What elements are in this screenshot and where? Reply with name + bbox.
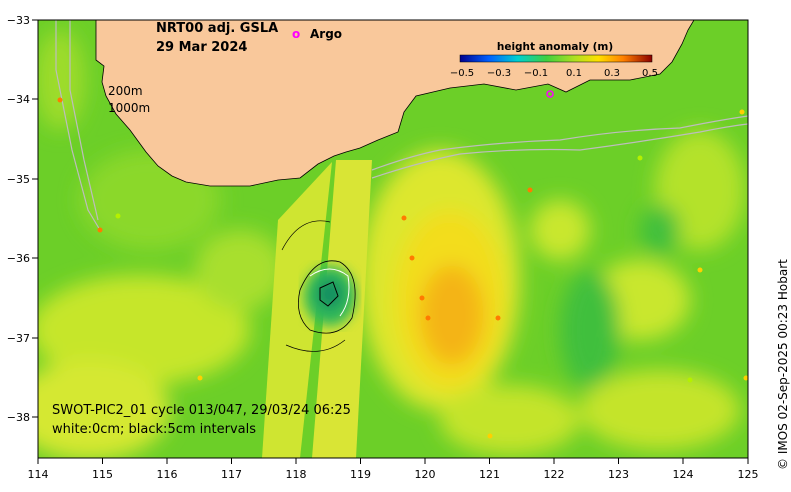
colorbar: height anomaly (m) −0.5 −0.3 −0.1 0.1 0.… <box>450 41 658 79</box>
x-tick-label: 119 <box>350 468 371 481</box>
colorbar-tick: −0.1 <box>524 68 548 79</box>
x-tick-label: 122 <box>544 468 565 481</box>
y-tick-label: −38 <box>7 411 30 424</box>
x-axis <box>37 458 749 464</box>
isobath-label-1000m: 1000m <box>108 101 150 115</box>
isobath-200m <box>55 20 101 231</box>
y-tick-label: −36 <box>7 252 30 265</box>
swot-caption-line2: white:0cm; black:5cm intervals <box>52 422 256 437</box>
x-tick-label: 115 <box>92 468 113 481</box>
y-tick-label: −33 <box>7 14 30 27</box>
swot-swath <box>262 160 372 458</box>
map-date: 29 Mar 2024 <box>156 40 247 55</box>
x-tick-label: 121 <box>479 468 500 481</box>
x-tick-label: 117 <box>221 468 242 481</box>
colorbar-tick: 0.1 <box>566 68 582 79</box>
anomaly-field <box>38 30 745 458</box>
y-tick-label: −34 <box>7 93 30 106</box>
x-tick-label: 114 <box>28 468 49 481</box>
x-tick-label: 118 <box>286 468 307 481</box>
argo-floats <box>57 90 748 439</box>
map-title: NRT00 adj. GSLA <box>156 21 278 36</box>
x-tick-label: 116 <box>157 468 178 481</box>
isobath-label-200m: 200m <box>108 84 143 98</box>
colorbar-tick: −0.3 <box>487 68 511 79</box>
colorbar-tick: −0.5 <box>450 68 474 79</box>
colorbar-tick: 0.5 <box>642 68 658 79</box>
x-tick-label: 125 <box>738 468 759 481</box>
imos-credit: © IMOS 02-Sep-2025 00:23 Hobart <box>776 259 790 470</box>
argo-legend-symbol: o <box>292 27 300 41</box>
x-tick-label: 123 <box>608 468 629 481</box>
y-tick-label: −35 <box>7 173 30 186</box>
isobath-1000m <box>69 20 99 221</box>
y-axis <box>32 19 38 418</box>
swot-caption-line1: SWOT-PIC2_01 cycle 013/047, 29/03/24 06:… <box>52 403 351 418</box>
x-tick-label: 120 <box>415 468 436 481</box>
y-tick-label: −37 <box>7 332 30 345</box>
map-frame <box>37 19 749 459</box>
argo-legend-label: Argo <box>310 27 342 41</box>
x-tick-label: 124 <box>673 468 694 481</box>
colorbar-tick: 0.3 <box>604 68 620 79</box>
colorbar-title: height anomaly (m) <box>497 41 613 53</box>
